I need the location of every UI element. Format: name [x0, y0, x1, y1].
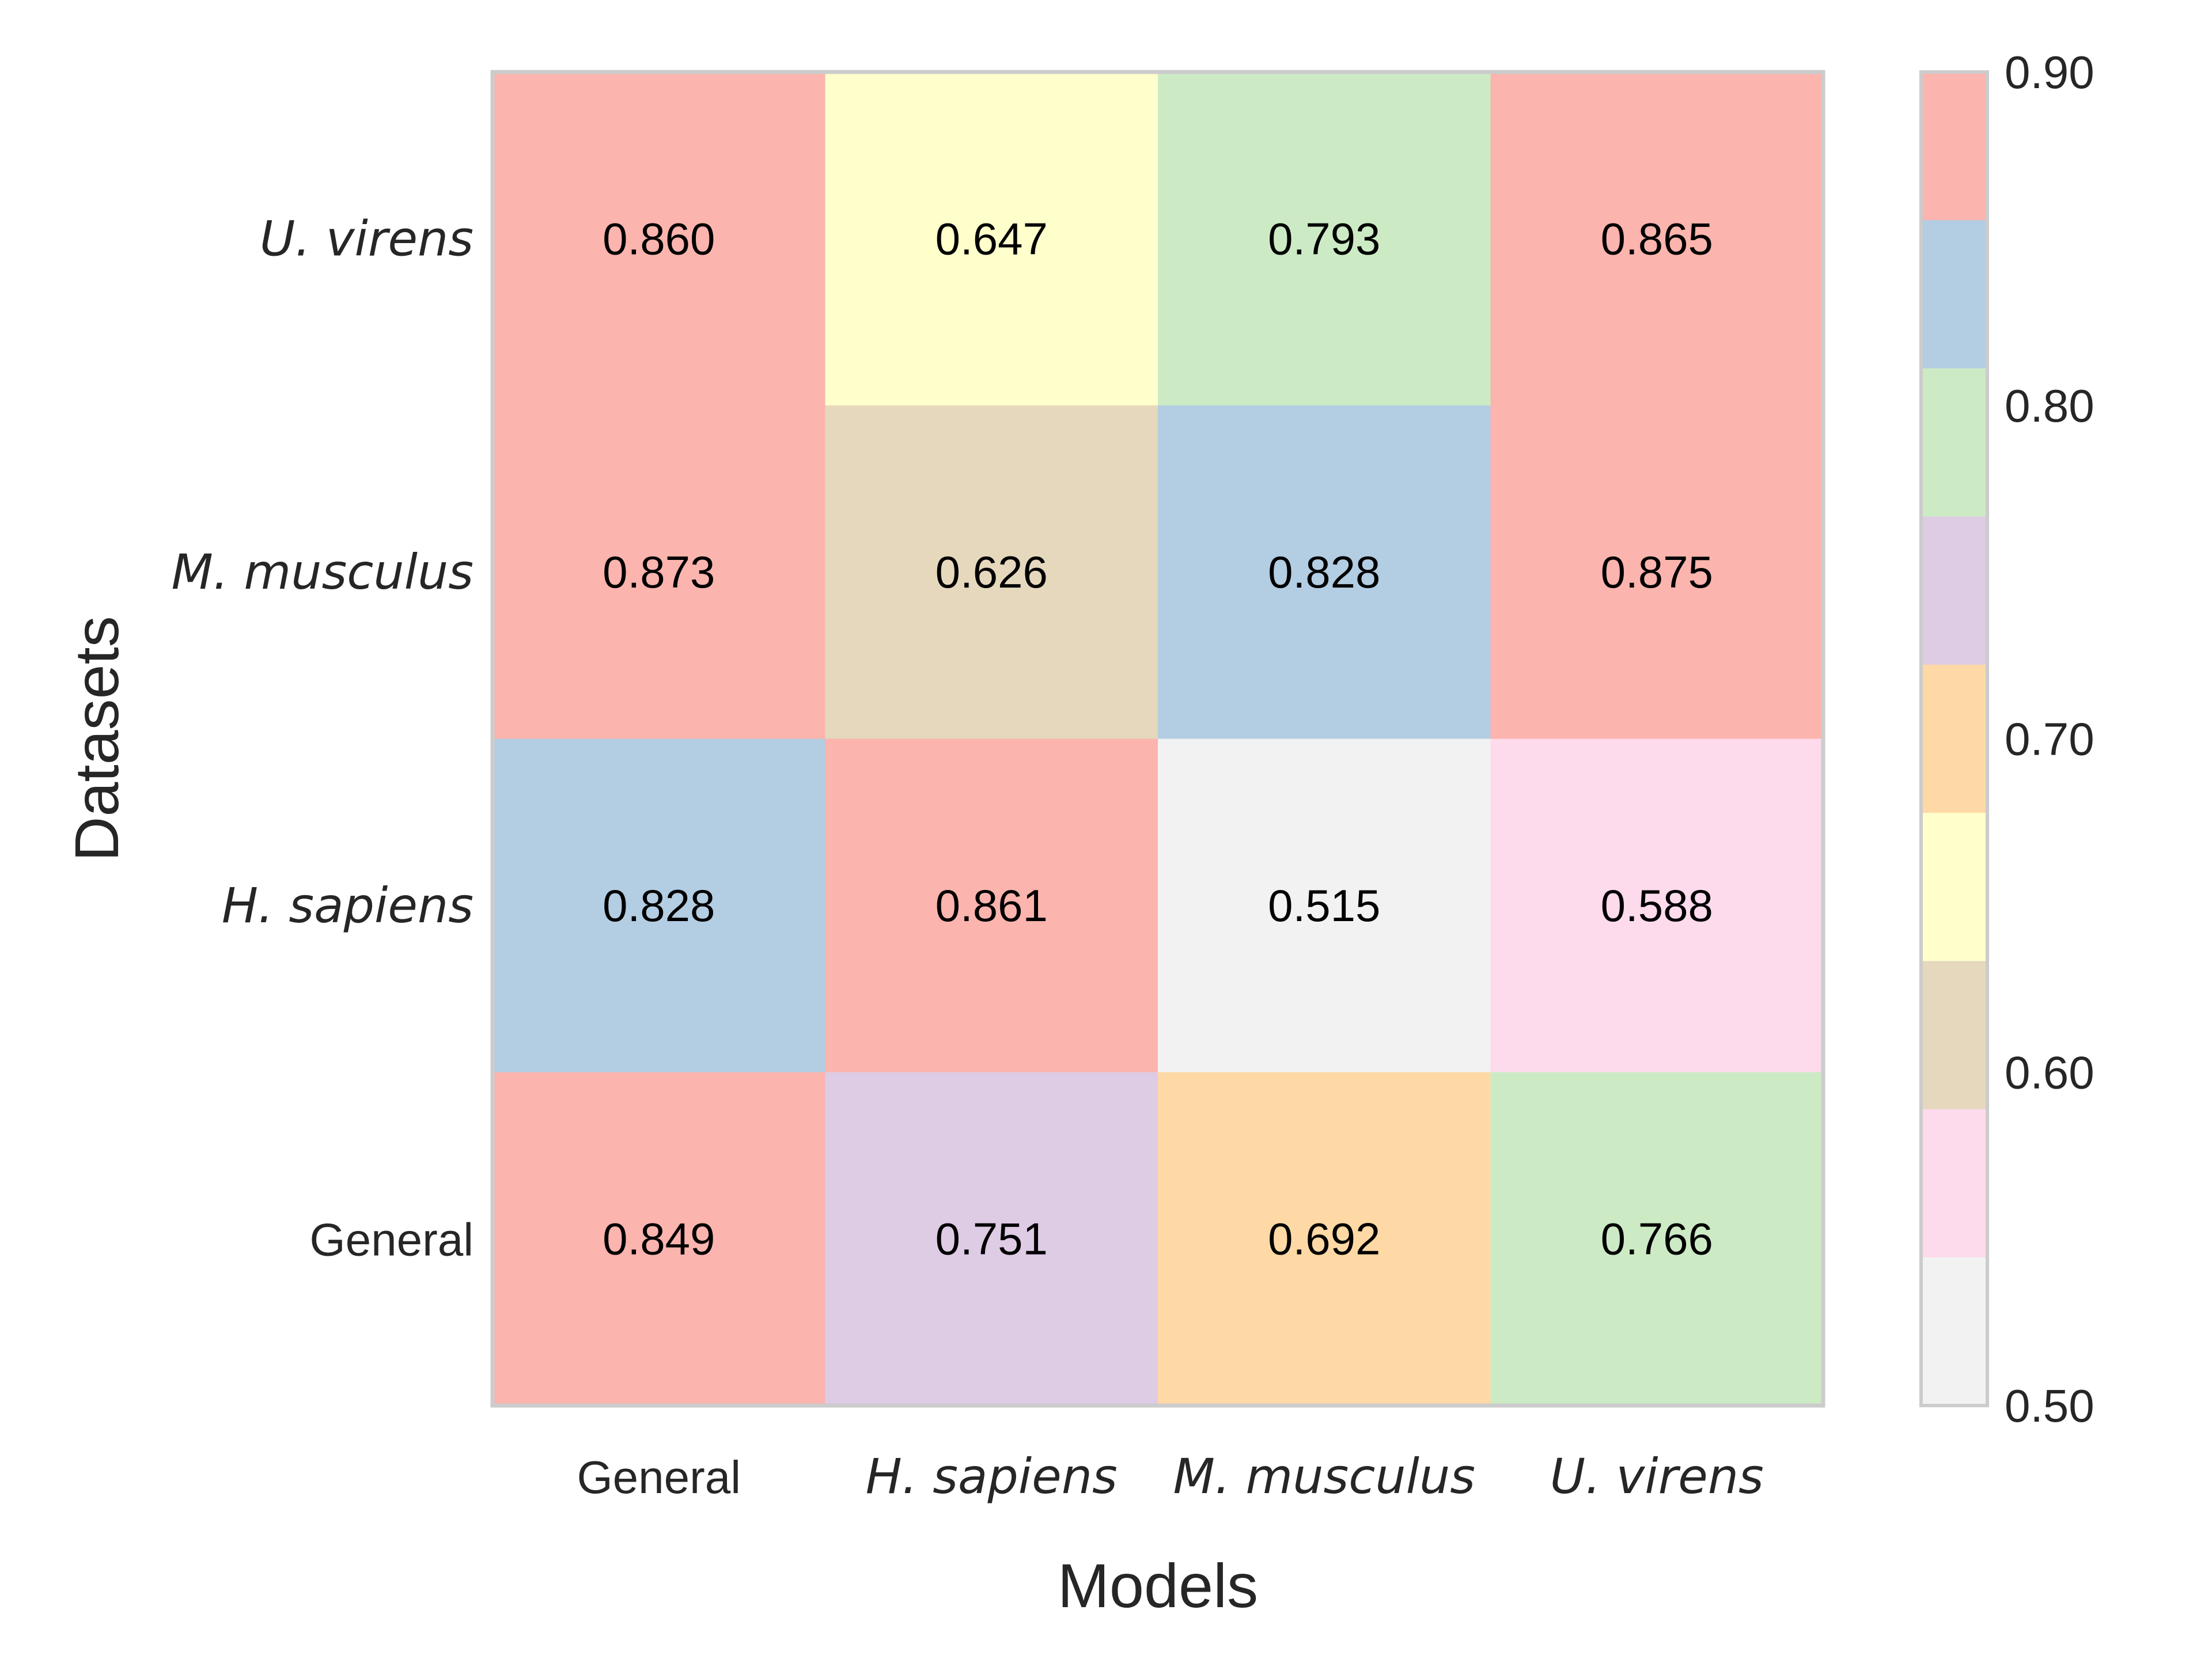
colorbar-bin — [1921, 220, 1987, 369]
colorbar-bin — [1921, 1257, 1987, 1406]
y-tick-label: M. musculus — [172, 544, 474, 600]
cell-value-label: 0.588 — [1601, 880, 1713, 931]
colorbar-border — [1919, 70, 1989, 1407]
x-tick-label: General — [577, 1452, 741, 1503]
y-tick-label: General — [309, 1214, 474, 1266]
cell-value-label: 0.692 — [1268, 1214, 1380, 1264]
cell-value-label: 0.647 — [935, 213, 1048, 264]
colorbar-bin — [1921, 664, 1987, 813]
heatmap-cell — [1158, 1072, 1491, 1406]
colorbar-bin — [1921, 368, 1987, 517]
cell-value-label: 0.861 — [935, 880, 1048, 931]
x-tick-label: M. musculus — [1173, 1448, 1475, 1505]
cell-value-label: 0.793 — [1268, 213, 1380, 264]
cell-value-label: 0.766 — [1601, 1214, 1713, 1264]
colorbar-bin — [1921, 813, 1987, 961]
colorbar-bin — [1921, 1109, 1987, 1258]
y-tick-labels: U. virens M. musculus H. sapiens General — [172, 210, 474, 1265]
heatmap-cell — [493, 738, 825, 1073]
x-tick-labels: General H. sapiens M. musculus U. virens — [577, 1448, 1763, 1505]
x-tick-label: U. virens — [1550, 1448, 1764, 1505]
colorbar: 0.90 0.80 0.70 0.60 0.50 — [1919, 47, 2094, 1431]
cell-value-label: 0.865 — [1601, 213, 1713, 264]
cell-value-label: 0.860 — [603, 213, 715, 264]
cell-value-label: 0.873 — [603, 547, 715, 597]
colorbar-bin — [1921, 961, 1987, 1110]
heatmap-cell — [493, 1072, 825, 1406]
colorbar-tick-label: 0.60 — [2005, 1047, 2094, 1098]
heatmap-cell — [1158, 72, 1491, 406]
cell-value-label: 0.828 — [603, 880, 715, 931]
colorbar-bin — [1921, 516, 1987, 665]
heatmap-cell — [493, 405, 825, 739]
y-axis-title: Datasets — [62, 616, 131, 861]
colorbar-tick-label: 0.80 — [2005, 380, 2094, 431]
y-tick-label: U. virens — [260, 210, 474, 267]
colorbar-tick-label: 0.90 — [2005, 47, 2094, 98]
cell-value-label: 0.751 — [935, 1214, 1048, 1264]
cell-value-label: 0.626 — [935, 547, 1048, 597]
cell-value-label: 0.515 — [1268, 880, 1380, 931]
colorbar-bin — [1921, 72, 1987, 221]
heatmap-cell — [493, 72, 825, 406]
cell-value-label: 0.828 — [1268, 547, 1380, 597]
colorbar-tick-label: 0.50 — [2005, 1380, 2094, 1431]
cell-value-label: 0.849 — [603, 1214, 715, 1264]
x-tick-label: H. sapiens — [866, 1448, 1118, 1505]
heatmap-cells: 0.860 0.647 0.793 0.865 0.873 0.626 0.828 0.875… — [493, 72, 1824, 1406]
heatmap-cell — [1490, 1072, 1824, 1406]
heatmap-cell — [1158, 405, 1491, 739]
cell-value-label: 0.875 — [1601, 547, 1713, 597]
plot-border — [490, 70, 1825, 1408]
heatmap-cell — [825, 1072, 1158, 1406]
heatmap-cell — [1490, 405, 1824, 739]
heatmap-cell — [1490, 738, 1824, 1073]
colorbar-tick-label: 0.70 — [2005, 714, 2094, 765]
x-axis-title: Models — [1058, 1551, 1258, 1620]
heatmap-cell — [1490, 72, 1824, 406]
heatmap-cell — [1158, 738, 1491, 1073]
heatmap-cell — [825, 72, 1158, 406]
heatmap-cell — [825, 405, 1158, 739]
y-tick-label: H. sapiens — [222, 877, 474, 934]
heatmap-cell — [825, 738, 1158, 1073]
